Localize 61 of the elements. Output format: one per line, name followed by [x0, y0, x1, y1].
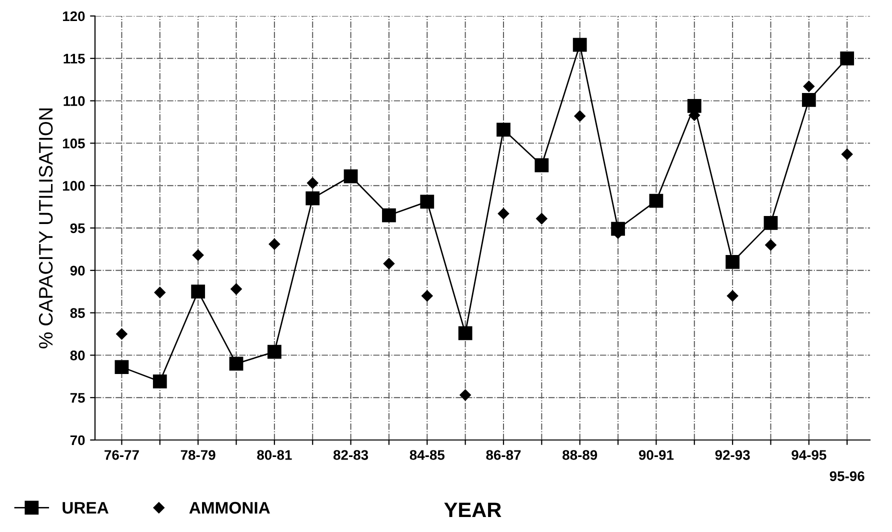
y-tick-label: 95 — [70, 223, 85, 234]
x-tick-label: 80-81 — [257, 450, 292, 460]
point — [841, 148, 853, 160]
point — [344, 169, 358, 184]
x-tick-label: 95-96 — [830, 471, 864, 482]
point — [268, 238, 280, 250]
x-tick-label: 76-77 — [104, 450, 139, 460]
x-tick-label: 94-95 — [792, 450, 826, 460]
y-tick-label: 85 — [70, 308, 85, 318]
x-tick-label: 84-85 — [410, 450, 445, 460]
point — [803, 80, 815, 92]
point — [536, 213, 548, 224]
point — [802, 93, 816, 107]
point — [154, 286, 166, 298]
point — [572, 38, 587, 52]
point — [306, 191, 320, 206]
point — [687, 98, 702, 113]
point — [383, 258, 395, 270]
legend-label: UREA — [62, 502, 108, 514]
y-tick-label: 100 — [62, 180, 85, 191]
point — [460, 389, 471, 401]
x-tick-label: 90-91 — [638, 450, 674, 460]
legend-label: AMMONIA — [189, 502, 270, 514]
x-tick-label: 78-79 — [180, 450, 216, 460]
point — [840, 51, 854, 66]
point — [116, 328, 128, 340]
point — [649, 194, 664, 208]
point — [765, 239, 776, 251]
point — [114, 360, 129, 374]
x-tick-label: 82-83 — [333, 450, 368, 460]
x-tick-label: 86-87 — [486, 450, 521, 460]
y-tick-label: 110 — [64, 96, 85, 106]
point — [229, 356, 244, 371]
x-tick-label: 88-89 — [562, 450, 598, 460]
point — [764, 216, 778, 230]
point — [307, 177, 318, 189]
point — [498, 208, 510, 220]
y-tick-label: 70 — [70, 435, 85, 446]
point — [230, 283, 242, 295]
point — [192, 250, 204, 261]
y-tick-label: 75 — [70, 393, 85, 403]
y-tick-label: 80 — [70, 350, 85, 360]
y-tick-label: 105 — [62, 138, 85, 148]
point — [191, 284, 206, 299]
point — [267, 344, 282, 359]
x-axis-title: YEAR — [444, 502, 502, 518]
point — [382, 208, 396, 222]
y-tick-label: 90 — [70, 266, 85, 276]
point — [458, 326, 472, 340]
point — [574, 110, 586, 122]
point — [152, 374, 167, 388]
y-tick-label: 115 — [64, 54, 85, 64]
point — [420, 194, 434, 209]
y-axis-title: % CAPACITY UTILISATION — [38, 108, 53, 348]
point — [726, 290, 738, 302]
point — [496, 122, 510, 137]
point — [422, 290, 433, 302]
x-tick-label: 92-93 — [715, 450, 750, 460]
point — [534, 158, 549, 172]
y-tick-label: 120 — [62, 11, 85, 22]
point — [726, 254, 740, 269]
